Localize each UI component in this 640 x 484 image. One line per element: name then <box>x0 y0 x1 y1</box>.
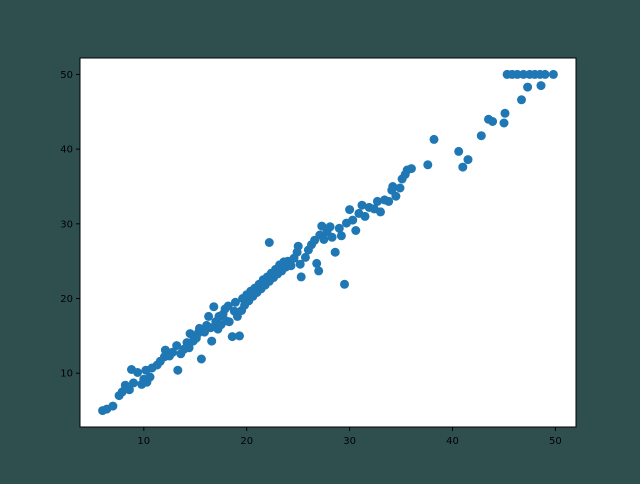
data-point <box>351 226 361 235</box>
data-point <box>108 401 118 411</box>
data-point <box>235 331 244 341</box>
data-point <box>312 258 322 268</box>
data-point <box>476 131 486 141</box>
data-point <box>295 259 305 269</box>
x-tick-label: 20 <box>240 436 253 447</box>
points-layer <box>98 69 558 416</box>
data-point <box>117 387 127 397</box>
data-point <box>523 82 533 92</box>
data-point <box>391 191 401 201</box>
data-point <box>325 222 335 232</box>
data-point <box>360 211 370 221</box>
data-point <box>458 162 468 172</box>
y-tick-label: 40 <box>60 145 73 156</box>
axes-layer: 10 20 30 40 50 10 20 30 40 50 <box>60 57 577 447</box>
data-point <box>499 118 509 128</box>
data-point <box>224 317 234 327</box>
axes-frame <box>79 57 577 428</box>
data-point <box>196 354 206 364</box>
data-point <box>319 235 329 244</box>
data-point <box>519 69 528 79</box>
x-tick-label: 30 <box>343 436 356 447</box>
data-point <box>173 365 183 375</box>
data-point <box>207 336 217 346</box>
data-point <box>293 241 303 251</box>
data-point <box>172 341 182 351</box>
data-point <box>300 252 310 262</box>
data-point <box>536 81 546 91</box>
y-tick-label: 20 <box>60 294 73 305</box>
data-point <box>223 301 233 311</box>
data-point <box>357 200 367 210</box>
data-point <box>209 302 219 312</box>
data-point <box>372 196 382 206</box>
y-tick-label: 10 <box>60 369 73 380</box>
data-point <box>340 279 349 289</box>
data-point <box>327 232 337 242</box>
data-point <box>336 231 346 241</box>
data-point <box>330 247 340 257</box>
data-point <box>348 215 358 225</box>
data-point <box>500 108 510 118</box>
data-point <box>227 332 237 342</box>
data-point <box>145 372 155 382</box>
y-tick-label: 30 <box>60 219 73 230</box>
data-point <box>517 95 526 105</box>
data-point <box>296 272 306 282</box>
data-point <box>406 164 416 174</box>
data-point <box>345 205 355 215</box>
x-tick-label: 40 <box>446 436 459 447</box>
data-point <box>384 196 394 206</box>
data-point <box>429 134 439 144</box>
data-point <box>184 343 194 353</box>
data-point <box>286 261 296 271</box>
data-point <box>317 221 327 231</box>
data-point <box>540 69 550 79</box>
data-point <box>388 182 398 191</box>
data-point <box>206 323 216 333</box>
data-point <box>230 297 240 307</box>
data-point <box>129 378 138 388</box>
data-point <box>423 160 433 170</box>
data-point <box>454 146 464 156</box>
data-point <box>133 368 143 377</box>
data-point <box>334 223 344 233</box>
x-tick-label: 10 <box>137 436 150 447</box>
data-point <box>488 117 498 126</box>
data-point <box>314 266 324 276</box>
data-point <box>395 183 405 193</box>
data-point <box>512 69 522 79</box>
data-point <box>168 347 178 357</box>
data-point <box>463 155 473 165</box>
data-point <box>376 207 385 217</box>
y-tick-label: 50 <box>60 70 73 81</box>
x-tick-label: 50 <box>549 436 562 447</box>
data-point <box>548 69 558 79</box>
data-point <box>124 385 134 395</box>
data-point <box>185 329 195 339</box>
data-point <box>264 238 274 247</box>
data-point <box>204 311 214 321</box>
